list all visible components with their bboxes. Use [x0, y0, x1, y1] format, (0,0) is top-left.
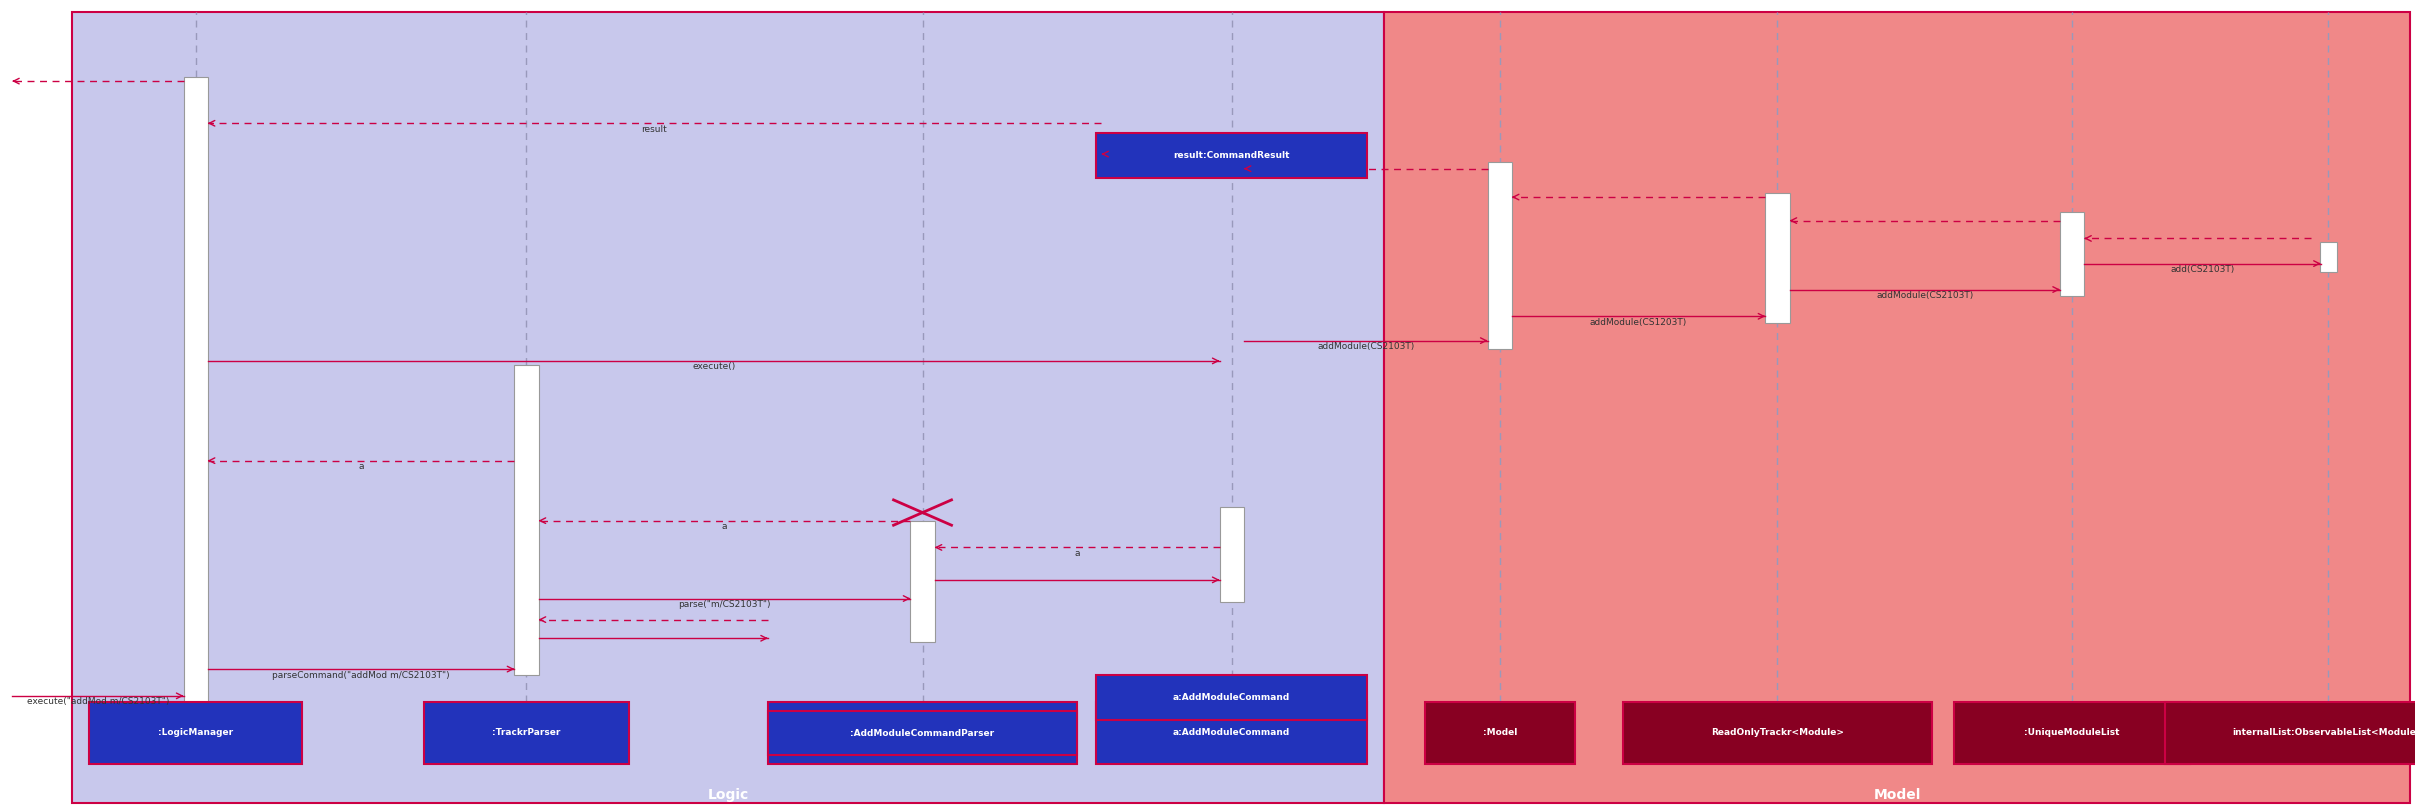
Text: addModule(CS2103T): addModule(CS2103T) [1876, 291, 1973, 300]
Bar [1384, 12, 2410, 803]
Bar [1623, 702, 1932, 764]
Bar [1096, 702, 1367, 764]
Bar [1096, 133, 1367, 178]
Text: a: a [1075, 549, 1080, 558]
Text: :AddModuleCommandParser: :AddModuleCommandParser [850, 728, 995, 738]
Bar [2166, 702, 2415, 764]
Text: :AddModuleCommandParser: :AddModuleCommandParser [850, 728, 995, 737]
Text: add(CS2103T): add(CS2103T) [2171, 265, 2234, 274]
Bar [514, 365, 539, 675]
Text: :LogicManager: :LogicManager [157, 728, 234, 737]
Bar [768, 702, 1077, 764]
Text: a: a [357, 462, 365, 471]
Bar [1096, 675, 1367, 720]
Text: a: a [722, 522, 727, 531]
Text: ReadOnlyTrackr<Module>: ReadOnlyTrackr<Module> [1710, 728, 1845, 737]
Bar [184, 77, 208, 702]
Bar [72, 12, 1384, 803]
Bar [1954, 702, 2190, 764]
Text: execute(): execute() [693, 363, 734, 371]
Text: parseCommand("addMod m/CS2103T"): parseCommand("addMod m/CS2103T") [273, 671, 449, 680]
Bar [910, 521, 935, 642]
Text: execute("addMod m/CS2103T"): execute("addMod m/CS2103T") [27, 697, 169, 706]
Text: addModule(CS2103T): addModule(CS2103T) [1316, 342, 1415, 351]
Text: a:AddModuleCommand: a:AddModuleCommand [1174, 728, 1290, 737]
Text: Logic: Logic [708, 788, 749, 802]
Bar [1425, 702, 1575, 764]
Bar [1765, 193, 1790, 323]
Text: result: result [642, 125, 667, 134]
Bar [768, 710, 1077, 756]
Text: :TrackrParser: :TrackrParser [493, 728, 560, 737]
Bar [2318, 242, 2338, 272]
Text: a:AddModuleCommand: a:AddModuleCommand [1174, 693, 1290, 702]
Bar [1220, 507, 1244, 602]
Bar [2060, 212, 2084, 296]
Text: internalList:ObservableList<Module>: internalList:ObservableList<Module> [2231, 728, 2415, 737]
Text: :Model: :Model [1483, 728, 1517, 737]
Text: addModule(CS1203T): addModule(CS1203T) [1589, 318, 1688, 327]
Text: :UniqueModuleList: :UniqueModuleList [2024, 728, 2120, 737]
Bar [425, 702, 628, 764]
Text: result:CommandResult: result:CommandResult [1174, 151, 1290, 161]
Text: parse("m/CS2103T"): parse("m/CS2103T") [679, 600, 770, 609]
Bar [89, 702, 302, 764]
Text: Model: Model [1874, 788, 1920, 802]
Bar [1488, 162, 1512, 349]
